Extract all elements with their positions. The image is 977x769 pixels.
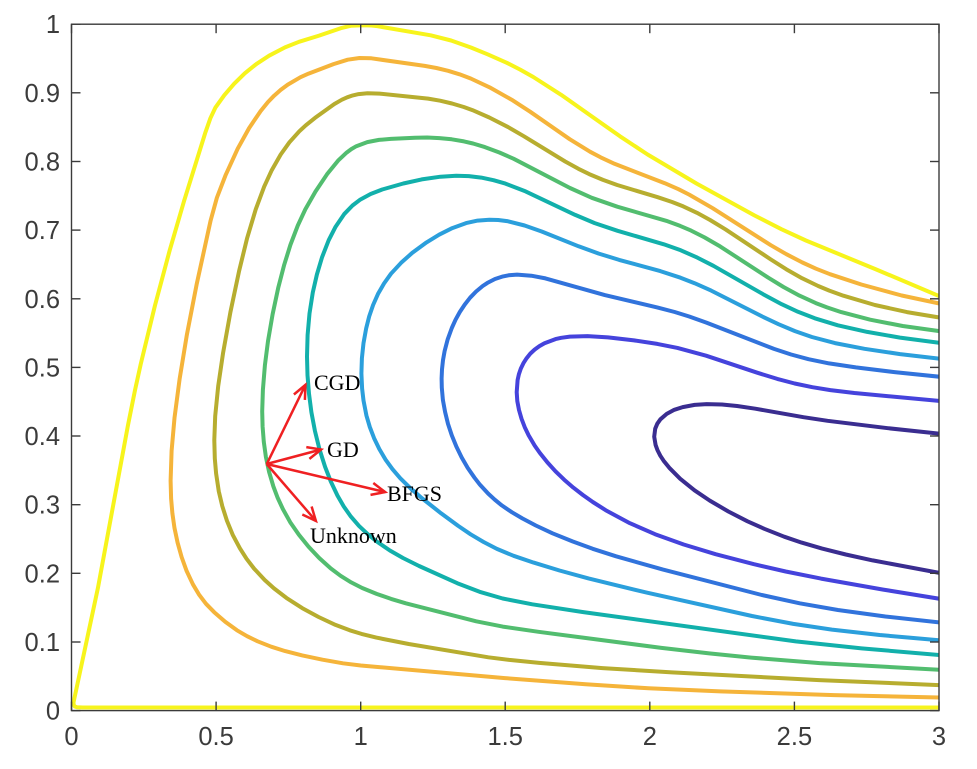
svg-text:0.8: 0.8 <box>25 149 60 177</box>
svg-text:0: 0 <box>64 723 78 751</box>
svg-text:BFGS: BFGS <box>387 481 442 506</box>
svg-text:0.5: 0.5 <box>198 723 233 751</box>
svg-text:0.7: 0.7 <box>25 217 60 245</box>
svg-text:3: 3 <box>932 723 946 751</box>
svg-text:0.3: 0.3 <box>25 492 60 520</box>
svg-text:0.1: 0.1 <box>25 629 60 657</box>
svg-text:2.5: 2.5 <box>777 723 812 751</box>
svg-text:0.9: 0.9 <box>25 80 60 108</box>
svg-text:0.5: 0.5 <box>25 354 60 382</box>
svg-text:0.6: 0.6 <box>25 286 60 314</box>
svg-text:1.5: 1.5 <box>487 723 522 751</box>
svg-text:Unknown: Unknown <box>310 523 397 548</box>
svg-text:1: 1 <box>354 723 368 751</box>
svg-text:1: 1 <box>46 11 60 39</box>
svg-text:GD: GD <box>327 437 359 462</box>
svg-text:0.4: 0.4 <box>25 423 60 451</box>
svg-text:0: 0 <box>46 698 60 726</box>
svg-text:0.2: 0.2 <box>25 560 60 588</box>
svg-text:CGD: CGD <box>314 370 360 395</box>
svg-text:2: 2 <box>643 723 657 751</box>
